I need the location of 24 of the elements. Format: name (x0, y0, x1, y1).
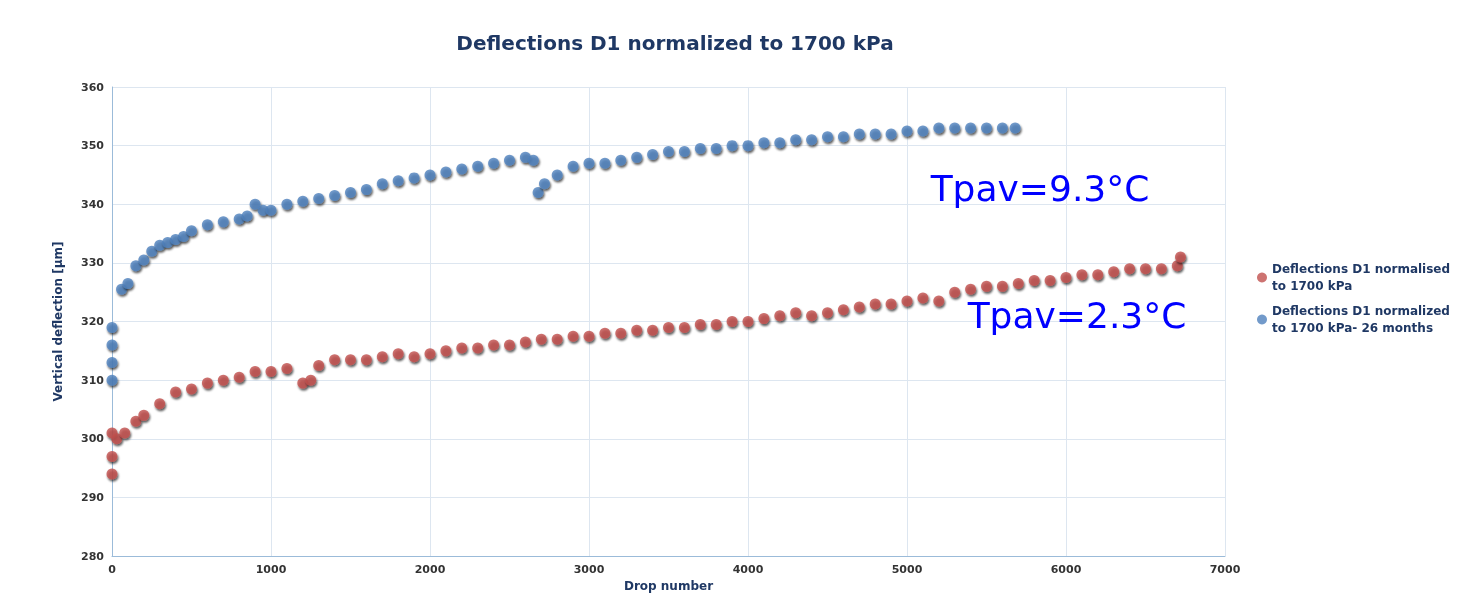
x-tick-label: 6000 (1050, 563, 1082, 577)
x-tick-label: 3000 (573, 563, 605, 577)
y-tick-label: 320 (81, 315, 105, 329)
y-tick-label: 350 (81, 139, 105, 153)
annotation: Tpav=2.3°C (966, 294, 1187, 336)
x-tick-label: 5000 (891, 563, 923, 577)
y-tick-label: 280 (81, 549, 105, 563)
annotation: Tpav=9.3°C (929, 167, 1150, 209)
legend-label: Deflections D1 normalized to 1700 kPa- 26 months (1272, 304, 1455, 335)
y-tick-label: 290 (81, 490, 105, 504)
y-tick-label: 360 (81, 80, 105, 94)
chart-title: Deflections D1 normalized to 1700 kPa (456, 31, 894, 55)
x-tick-label: 4000 (732, 563, 764, 577)
y-axis-title: Vertical deflection [µm] (51, 241, 65, 402)
y-tick-label: 300 (81, 432, 105, 446)
y-tick-label: 310 (81, 373, 105, 387)
legend-label: Deflections D1 normalised to 1700 kPa (1272, 262, 1455, 293)
x-axis-title: Drop number (623, 579, 714, 593)
x-tick-label: 1000 (255, 563, 287, 577)
x-tick-label: 7000 (1209, 563, 1241, 577)
x-tick-label: 0 (108, 563, 117, 577)
y-tick-label: 330 (81, 256, 105, 270)
y-tick-label: 340 (81, 197, 105, 211)
x-tick-label: 2000 (414, 563, 446, 577)
